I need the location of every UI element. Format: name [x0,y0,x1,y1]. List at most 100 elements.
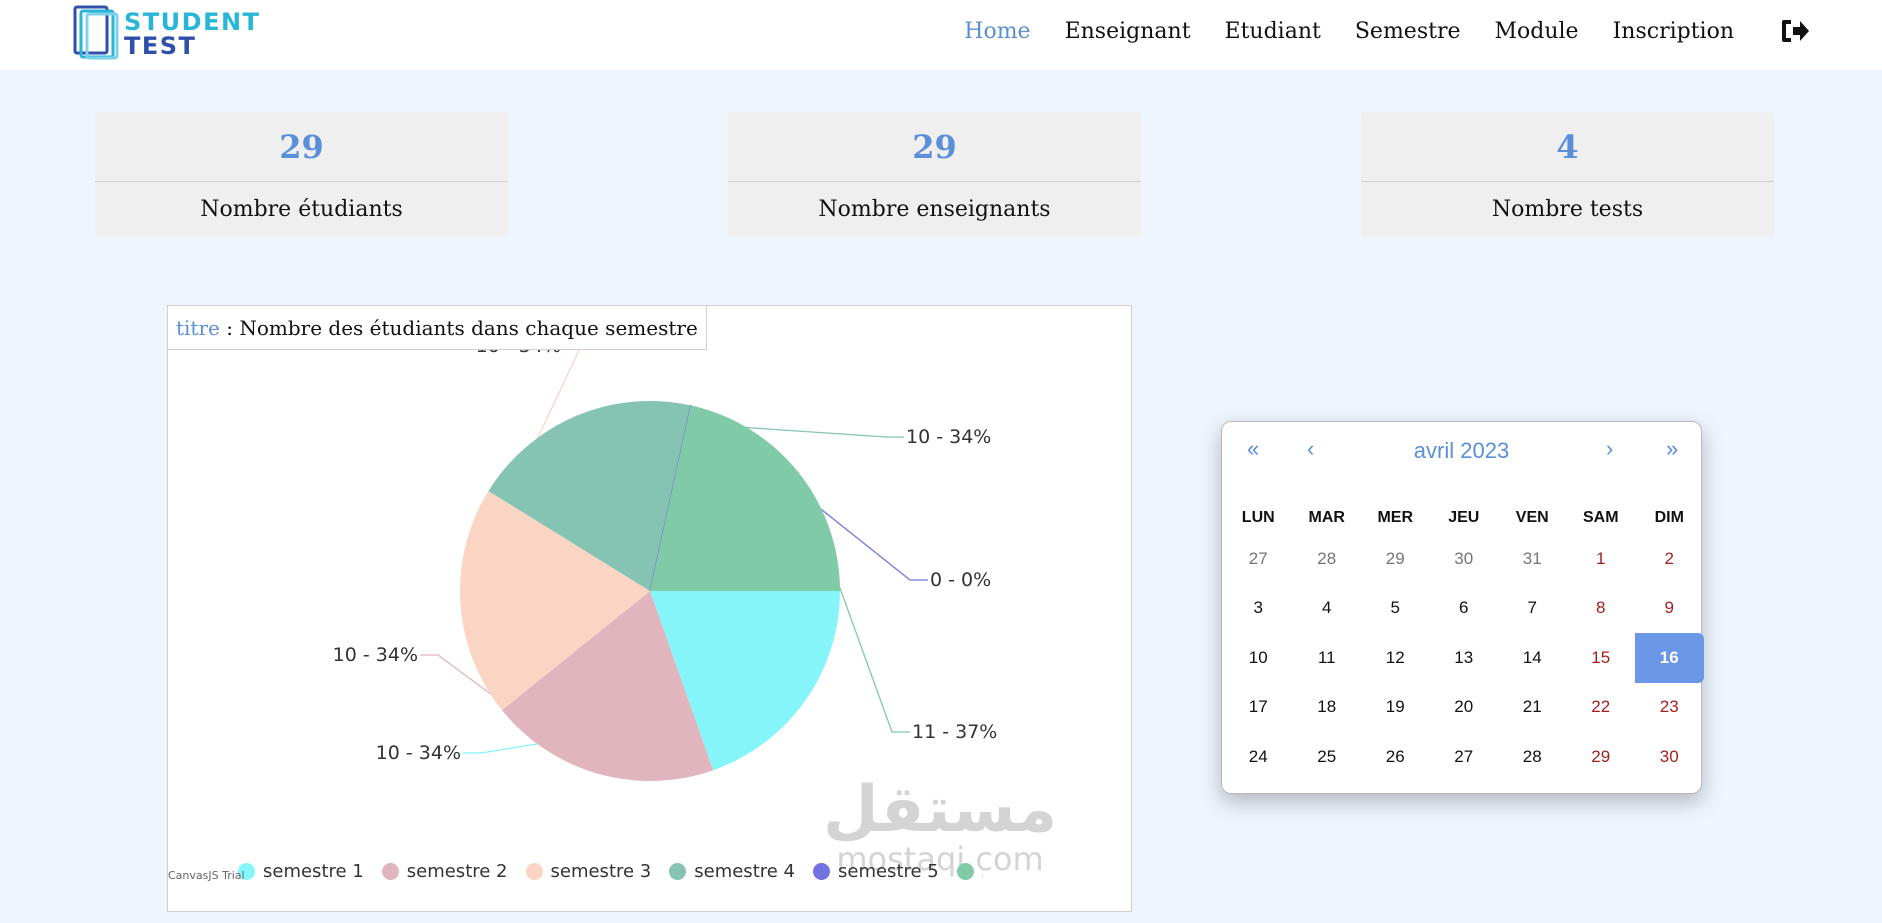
brand-name: STUDENT TEST [124,10,260,58]
watermark-arabic: مستقل [823,773,1058,847]
calendar-day[interactable]: 11 [1317,647,1336,667]
calendar-day[interactable]: 31 [1522,548,1542,568]
nav-etudiant[interactable]: Etudiant [1224,18,1321,44]
label-connector-semestre-1 [463,700,806,754]
calendar-day[interactable]: 26 [1385,746,1405,766]
brand-logo[interactable]: STUDENT TEST [72,4,262,60]
calendar-day[interactable]: 28 [1317,548,1337,568]
calendar-day[interactable]: 25 [1317,746,1337,766]
calendar-day[interactable]: 9 [1664,598,1674,618]
calendar-day[interactable]: 28 [1522,746,1542,766]
chart-title-sep: : [219,315,240,340]
stat-card-tests: 4 Nombre tests [1361,112,1774,236]
slice-label-semestre-2: 10 - 34% [333,644,418,666]
calendar-day[interactable]: 21 [1522,697,1542,717]
stat-label: Nombre enseignants [818,196,1051,222]
weekday-header: SAM [1582,509,1619,526]
slice-label-semestre-5: 0 - 0% [930,569,991,591]
calendar-day[interactable]: 7 [1527,598,1537,618]
calendar-day[interactable]: 30 [1454,548,1474,568]
calendar-day[interactable]: 18 [1317,697,1337,717]
calendar-day[interactable]: 17 [1248,697,1268,717]
legend-swatch [669,862,687,880]
nav-module[interactable]: Module [1494,18,1579,44]
calendar-day[interactable]: 29 [1385,548,1405,568]
next-month-button[interactable]: › [1606,436,1614,461]
slice-label-semestre-4: 10 - 34% [906,426,991,448]
weekday-header: VEN [1515,509,1549,526]
prev-month-button[interactable]: ‹ [1307,436,1315,461]
pie-slice-semestre-3[interactable] [460,490,650,711]
pie-chart-panel: 10 - 34%10 - 34%10 - 34%10 - 34%0 - 0%11… [167,305,1132,912]
legend-item[interactable]: semestre 1 [238,861,364,882]
chart-title: titre : Nombre des étudiants dans chaque… [168,306,707,350]
legend-label: semestre 2 [406,860,508,882]
nav-home[interactable]: Home [964,18,1031,44]
calendar-day[interactable]: 4 [1322,598,1332,618]
legend-item[interactable]: semestre 3 [525,860,652,882]
pie-slice-semestre-1[interactable] [650,591,840,771]
calendar-day[interactable]: 13 [1454,647,1474,667]
nav-inscription[interactable]: Inscription [1612,18,1734,44]
legend-item[interactable]: s [956,861,983,882]
weekday-header: MAR [1308,509,1345,526]
legend-label: semestre 3 [550,860,652,882]
legend-item[interactable]: semestre 5 [813,861,939,882]
label-connector-semestre-4 [575,415,904,438]
calendar: « ‹ avril 2023 › » LUN MAR MER JEU VEN SAM DIM… [1221,421,1704,794]
legend-label: semestre 4 [694,860,795,882]
calendar-day[interactable]: 5 [1390,598,1400,618]
brand-line-2: TEST [124,32,197,60]
legend-swatch [238,862,255,880]
chart-credit: CanvasJS Trial [168,869,245,882]
legend-item[interactable]: semestre 4 [669,861,795,882]
calendar-header: « ‹ avril 2023 › » [1222,436,1701,472]
calendar-day[interactable]: 19 [1385,697,1405,717]
slice-label-semestre-1: 10 - 34% [376,742,461,764]
calendar-day[interactable]: 27 [1454,746,1474,766]
prev-year-button[interactable]: « [1247,436,1260,461]
sign-out-icon[interactable] [1780,18,1810,44]
navbar: STUDENT TEST Home Enseignant Etudiant Se… [0,0,1882,70]
calendar-day[interactable]: 24 [1248,746,1268,766]
legend-swatch [956,862,974,880]
calendar-day[interactable]: 2 [1664,548,1674,568]
calendar-day[interactable]: 30 [1659,746,1679,766]
pie-chart: 10 - 34%10 - 34%10 - 34%10 - 34%0 - 0%11… [333,335,997,781]
calendar-day[interactable]: 12 [1385,647,1405,667]
calendar-day[interactable]: 1 [1596,548,1606,568]
calendar-day[interactable]: 16 [1635,633,1704,683]
label-connector-semestre-6 [797,471,910,733]
calendar-day[interactable]: 10 [1248,647,1268,667]
pie-slice-semestre-6[interactable] [650,405,840,591]
calendar-day[interactable]: 3 [1253,598,1263,618]
main-nav: Home Enseignant Etudiant Semestre Module… [964,18,1810,44]
brand-line-1: STUDENT [124,8,261,36]
weekday-header: MER [1377,509,1414,526]
weekday-header: LUN [1241,509,1275,526]
calendar-day[interactable]: 22 [1591,697,1611,717]
next-year-button[interactable]: » [1666,436,1679,461]
calendar-day[interactable]: 14 [1522,647,1542,667]
calendar-day[interactable]: 23 [1659,697,1679,717]
calendar-day[interactable]: 6 [1459,598,1469,618]
nav-enseignant[interactable]: Enseignant [1064,18,1191,44]
stat-label: Nombre étudiants [200,196,403,222]
label-connector-semestre-2 [420,654,599,775]
watermark: مستقل mostaqi.com [823,773,1058,878]
watermark-latin: mostaqi.com [836,840,1044,878]
weekday-header: JEU [1448,509,1480,526]
legend-item[interactable]: semestre 2 [381,860,508,882]
calendar-month-label[interactable]: avril 2023 [1413,438,1510,463]
book-stack-icon [73,5,119,60]
calendar-day[interactable]: 15 [1591,647,1611,667]
legend-label: semestre 5 [838,860,939,882]
calendar-day[interactable]: 27 [1248,548,1268,568]
pie-slice-semestre-4[interactable] [488,401,691,591]
calendar-day[interactable]: 29 [1591,746,1611,766]
stat-card-students: 29 Nombre étudiants [95,112,508,236]
pie-slice-semestre-2[interactable] [501,591,714,781]
calendar-day[interactable]: 20 [1454,697,1474,717]
nav-semestre[interactable]: Semestre [1354,18,1461,44]
calendar-day[interactable]: 8 [1596,598,1606,618]
